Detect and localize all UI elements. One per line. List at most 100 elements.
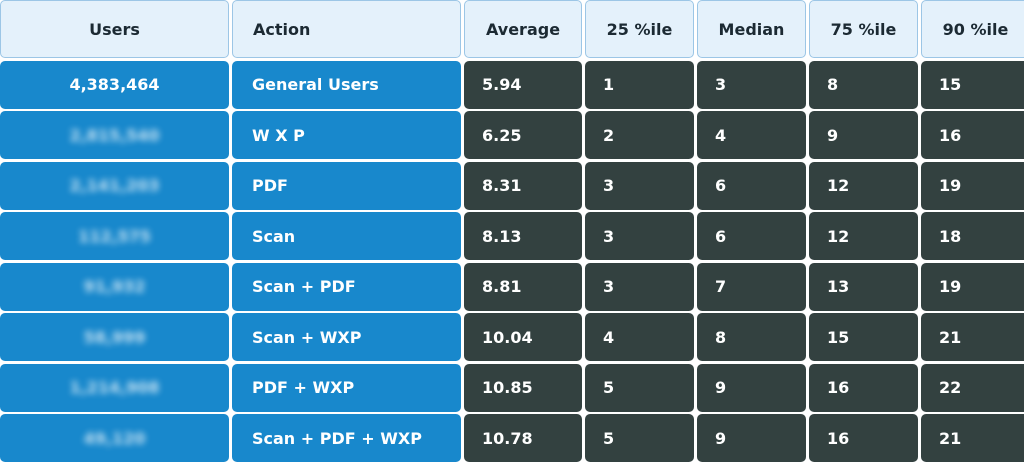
cell-p25: 5	[585, 414, 694, 462]
header-average: Average	[464, 0, 582, 58]
header-p90: 90 %ile	[921, 0, 1024, 58]
cell-users: 49,120	[0, 414, 229, 462]
cell-average: 10.78	[464, 414, 582, 462]
cell-p75-text: 9	[827, 125, 839, 145]
cell-p75: 16	[809, 414, 918, 462]
cell-p90: 15	[921, 60, 1024, 109]
cell-median-text: 9	[715, 378, 727, 397]
cell-p75: 12	[809, 161, 918, 210]
cell-users-text: 58,999	[83, 327, 146, 347]
cell-p90-text: 19	[939, 176, 962, 195]
cell-action-text: PDF + WXP	[252, 378, 355, 397]
cell-average-text: 8.81	[482, 277, 522, 296]
cell-users-text: 91,932	[83, 277, 146, 296]
cell-median: 7	[697, 262, 806, 311]
cell-users: 91,932	[0, 262, 229, 311]
cell-p90: 21	[921, 313, 1024, 361]
cell-average-text: 5.94	[482, 75, 522, 94]
cell-median: 6	[697, 212, 806, 260]
cell-p90-text: 21	[939, 428, 962, 448]
cell-average: 8.13	[464, 212, 582, 260]
cell-average: 5.94	[464, 60, 582, 109]
cell-action: Scan + WXP	[232, 313, 461, 361]
cell-p75: 9	[809, 111, 918, 159]
cell-median-text: 6	[715, 226, 727, 246]
cell-average-text: 6.25	[482, 125, 522, 145]
cell-median-text: 6	[715, 176, 727, 195]
cell-p90: 21	[921, 414, 1024, 462]
cell-p75-text: 12	[827, 226, 850, 246]
cell-p75: 12	[809, 212, 918, 260]
header-median: Median	[697, 0, 806, 58]
cell-p75-text: 16	[827, 378, 850, 397]
cell-average-text: 8.31	[482, 176, 522, 195]
cell-users-text: 112,575	[78, 226, 151, 246]
cell-p75-text: 13	[827, 277, 850, 296]
cell-action: Scan + PDF	[232, 262, 461, 311]
cell-action: Scan + PDF + WXP	[232, 414, 461, 462]
cell-action: PDF + WXP	[232, 363, 461, 412]
header-action: Action	[232, 0, 461, 58]
cell-users-text: 49,120	[83, 428, 146, 448]
cell-p25: 2	[585, 111, 694, 159]
cell-p90-text: 22	[939, 378, 962, 397]
cell-users: 4,383,464	[0, 60, 229, 109]
cell-p90: 16	[921, 111, 1024, 159]
cell-p90-text: 15	[939, 75, 962, 94]
cell-action-text: Scan + WXP	[252, 327, 362, 347]
cell-action-text: Scan	[252, 226, 296, 246]
header-p25: 25 %ile	[585, 0, 694, 58]
cell-average-text: 8.13	[482, 226, 522, 246]
cell-p90-text: 18	[939, 226, 962, 246]
cell-median-text: 3	[715, 75, 727, 94]
cell-p75-text: 12	[827, 176, 850, 195]
cell-p25-text: 3	[603, 226, 615, 246]
cell-action: Scan	[232, 212, 461, 260]
cell-action-text: PDF	[252, 176, 288, 195]
cell-p90-text: 16	[939, 125, 962, 145]
cell-median: 6	[697, 161, 806, 210]
cell-p25: 5	[585, 363, 694, 412]
cell-average: 6.25	[464, 111, 582, 159]
cell-p75: 8	[809, 60, 918, 109]
cell-users-text: 2,815,540	[69, 125, 160, 145]
cell-median-text: 8	[715, 327, 727, 347]
cell-p25: 3	[585, 212, 694, 260]
cell-users: 112,575	[0, 212, 229, 260]
cell-users: 2,815,540	[0, 111, 229, 159]
cell-average-text: 10.85	[482, 378, 533, 397]
cell-p75-text: 8	[827, 75, 839, 94]
cell-action: W X P	[232, 111, 461, 159]
cell-p90-text: 19	[939, 277, 962, 296]
cell-p25-text: 5	[603, 428, 615, 448]
cell-p25-text: 3	[603, 176, 615, 195]
cell-p75: 16	[809, 363, 918, 412]
cell-p25: 1	[585, 60, 694, 109]
cell-action-text: Scan + PDF + WXP	[252, 428, 422, 448]
cell-users-text: 1,214,908	[69, 378, 160, 397]
cell-p90: 22	[921, 363, 1024, 412]
cell-average: 8.81	[464, 262, 582, 311]
cell-users: 1,214,908	[0, 363, 229, 412]
cell-p90: 18	[921, 212, 1024, 260]
cell-p75-text: 16	[827, 428, 850, 448]
cell-p90: 19	[921, 161, 1024, 210]
cell-p25-text: 2	[603, 125, 615, 145]
cell-p25: 3	[585, 262, 694, 311]
cell-p75: 15	[809, 313, 918, 361]
cell-p25-text: 4	[603, 327, 615, 347]
cell-p25-text: 3	[603, 277, 615, 296]
cell-average-text: 10.04	[482, 327, 533, 347]
cell-users: 58,999	[0, 313, 229, 361]
cell-median: 9	[697, 363, 806, 412]
cell-p25-text: 1	[603, 75, 615, 94]
cell-median-text: 4	[715, 125, 727, 145]
cell-p75-text: 15	[827, 327, 850, 347]
cell-average-text: 10.78	[482, 428, 533, 448]
header-users: Users	[0, 0, 229, 58]
cell-action-text: General Users	[252, 75, 379, 94]
cell-median: 9	[697, 414, 806, 462]
header-p75: 75 %ile	[809, 0, 918, 58]
cell-average: 10.04	[464, 313, 582, 361]
